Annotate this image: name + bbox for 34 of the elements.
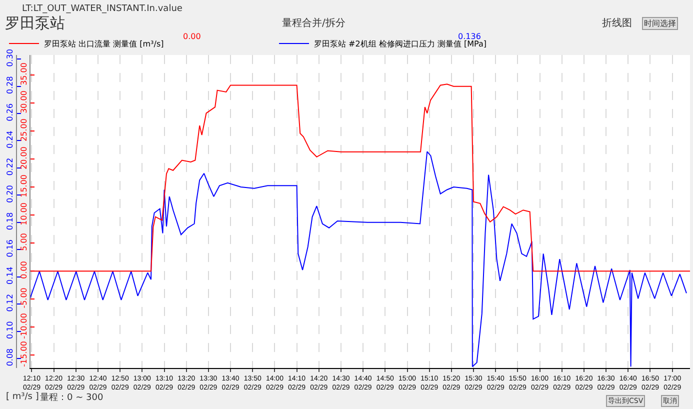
text: 折线图	[602, 17, 632, 29]
y2-tick-label: 25.00	[19, 118, 28, 142]
y2-tick-label: 30.00	[19, 90, 28, 114]
y-tick-label: 0.28	[6, 76, 15, 94]
text: 0.136	[458, 32, 481, 41]
y-tick-label: 0.30	[6, 48, 15, 67]
text: 量程合并/拆分	[282, 17, 346, 29]
text: [ m³/s ]	[6, 392, 39, 402]
legend-label: 罗田泵站 出口流量 测量值 [m³/s]	[44, 40, 164, 49]
y2-tick-label: 20.00	[19, 146, 28, 170]
y-tick-label: 0.16	[6, 239, 15, 258]
y2-tick-label: 15.00	[19, 174, 28, 198]
y2-tick-label: 35.00	[19, 62, 28, 86]
y2-tick-label: -5.00	[19, 288, 28, 308]
text: 时间选择	[644, 19, 676, 28]
y2-tick-label: -15.00	[19, 341, 28, 367]
y2-tick-label: 5.00	[19, 233, 28, 251]
y2-tick-label: -10.00	[19, 313, 28, 339]
y-tick-label: 0.18	[6, 212, 15, 230]
legend-label: 罗田泵站 #2机组 检修阀进口压力 测量值 [MPa]	[314, 40, 486, 49]
y-tick-label: 0.08	[6, 348, 15, 366]
text: 0.00	[183, 32, 201, 41]
y-tick-label: 0.22	[6, 158, 15, 176]
y2-tick-label: 0.00	[19, 261, 28, 279]
y-tick-label: 0.12	[6, 294, 15, 312]
y-tick-label: 0.24	[6, 130, 15, 148]
text: 量程：0 ~ 300	[40, 392, 104, 403]
y2-tick-label: 10.00	[19, 202, 28, 226]
y-tick-label: 0.14	[6, 266, 15, 285]
y-tick-label: 0.20	[6, 185, 15, 203]
text: LT:LT_OUT_WATER_INSTANT.In.value	[22, 4, 183, 14]
chart-title: 罗田泵站	[5, 14, 65, 32]
y-tick-label: 0.26	[6, 103, 15, 122]
y-tick-label: 0.10	[6, 321, 15, 339]
